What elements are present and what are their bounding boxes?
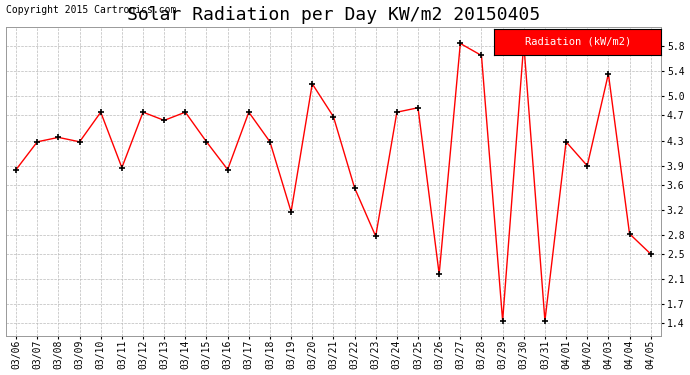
Text: Copyright 2015 Cartronics.com: Copyright 2015 Cartronics.com	[6, 5, 176, 15]
Title: Solar Radiation per Day KW/m2 20150405: Solar Radiation per Day KW/m2 20150405	[127, 6, 540, 24]
